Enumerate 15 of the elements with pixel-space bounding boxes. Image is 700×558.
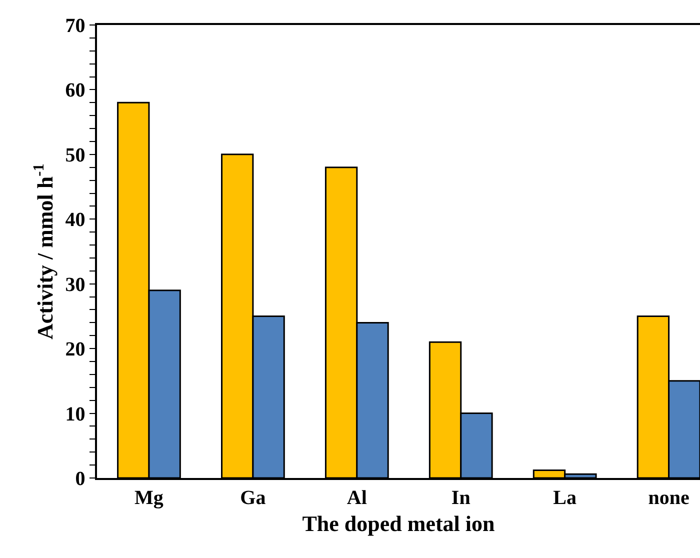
y-tick-label: 0 [75, 468, 86, 490]
x-tick-label: Ga [240, 486, 266, 509]
y-tick-label: 50 [65, 144, 86, 166]
y-tick-label: 20 [65, 338, 86, 361]
y-tick-label: 60 [65, 80, 86, 102]
y-tick-label: 70 [65, 15, 86, 37]
x-tick-label: In [451, 486, 470, 509]
x-tick-label: La [553, 486, 577, 509]
x-tick-label: Al [346, 486, 368, 509]
y-tick-label: 40 [65, 209, 86, 232]
y-tick-label: 10 [65, 403, 86, 426]
x-axis-title: The doped metal ion [302, 511, 495, 536]
y-tick-label: 30 [65, 274, 86, 296]
x-tick-label: Mg [134, 486, 164, 509]
x-tick-label: none [648, 486, 690, 509]
